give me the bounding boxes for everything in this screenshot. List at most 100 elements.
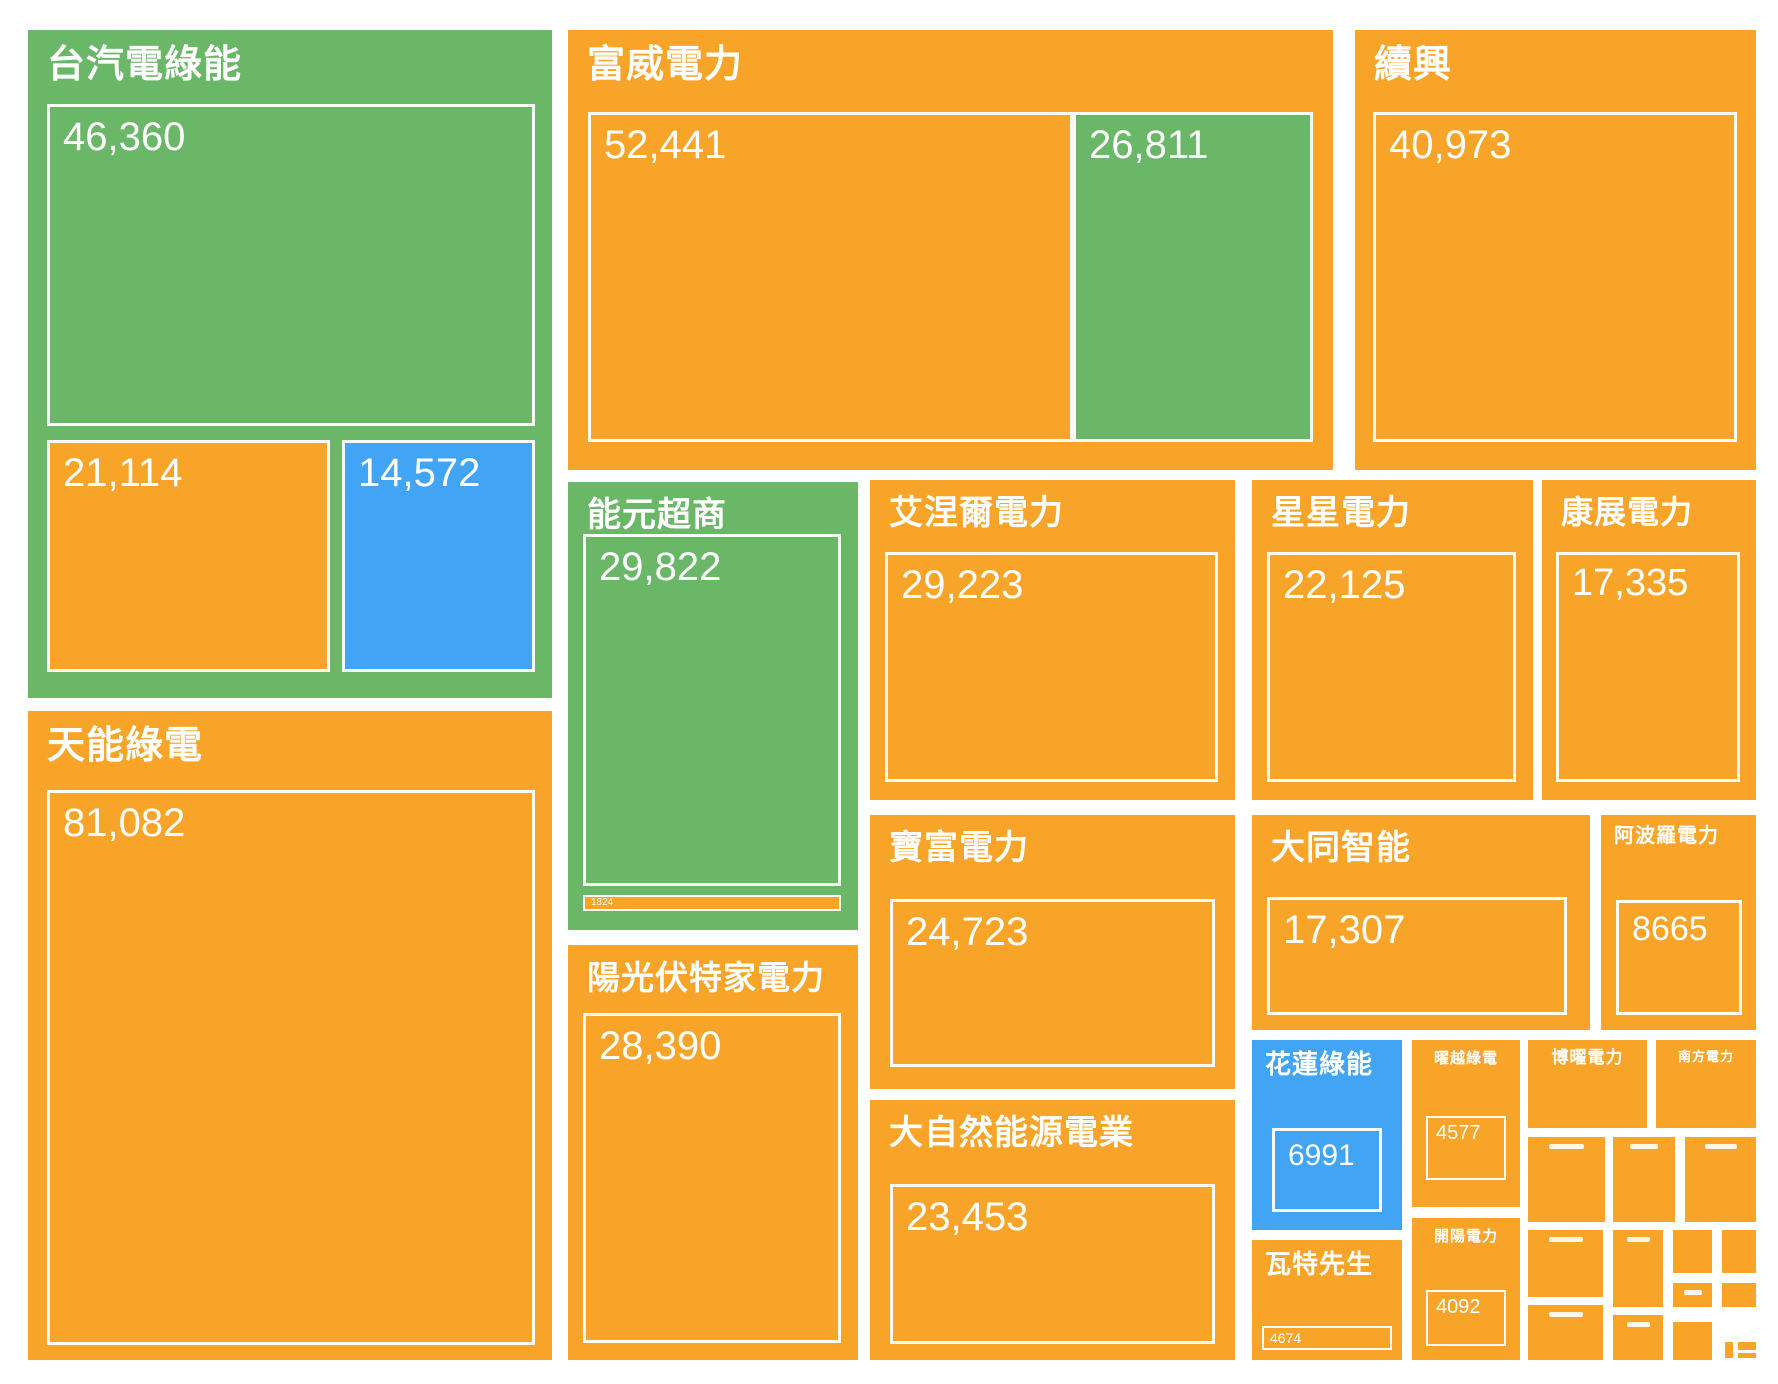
treemap-group[interactable]: 大自然能源電業 23,453 [870, 1100, 1235, 1360]
treemap-group[interactable]: 康展電力 17,335 [1542, 480, 1756, 800]
group-label: 陽光伏特家電力 [587, 959, 825, 996]
cell-value: 8665 [1632, 910, 1708, 948]
treemap-cell[interactable]: 81,082 [47, 790, 535, 1345]
treemap-cell[interactable]: 4674 [1262, 1326, 1392, 1350]
cell-value: 17,335 [1572, 562, 1689, 604]
group-label: 能元超商 [587, 496, 727, 534]
treemap-group[interactable]: 續興 40,973 [1355, 30, 1756, 470]
treemap-cell-small[interactable] [1673, 1283, 1712, 1307]
treemap-group[interactable]: 大同智能 17,307 [1252, 815, 1590, 1030]
cell-value: 6991 [1288, 1139, 1355, 1172]
treemap-cell[interactable]: 26,811 [1073, 112, 1313, 442]
treemap-cell[interactable]: 8665 [1616, 900, 1742, 1015]
cell-value: 4092 [1436, 1296, 1481, 1318]
illegible-label-stub [1548, 1237, 1583, 1242]
treemap-cell-small[interactable] [1613, 1315, 1663, 1360]
group-label: 花蓮綠能 [1265, 1049, 1374, 1079]
treemap-cell-small[interactable] [1738, 1353, 1756, 1358]
treemap-cell-small[interactable] [1613, 1137, 1675, 1222]
treemap-group[interactable]: 南方電力 [1656, 1040, 1756, 1128]
treemap-cell[interactable]: 23,453 [890, 1184, 1215, 1344]
group-label: 艾涅爾電力 [889, 494, 1064, 532]
cell-value: 23,453 [906, 1195, 1029, 1239]
cell-value: 46,360 [63, 115, 186, 159]
group-label: 寶富電力 [889, 829, 1029, 867]
group-label: 阿波羅電力 [1614, 825, 1719, 847]
group-label: 大自然能源電業 [889, 1114, 1134, 1152]
treemap-cell[interactable]: 4092 [1426, 1290, 1506, 1346]
illegible-label-stub [1626, 1237, 1650, 1242]
treemap-cell[interactable]: 29,822 [583, 534, 841, 886]
cell-value: 29,822 [599, 545, 722, 589]
treemap-cell[interactable]: 28,390 [583, 1013, 841, 1343]
illegible-label-stub [1704, 1144, 1737, 1149]
treemap-group[interactable]: 艾涅爾電力 29,223 [870, 480, 1235, 800]
treemap-cell-small[interactable] [1722, 1230, 1756, 1273]
treemap-group[interactable]: 陽光伏特家電力 28,390 [568, 945, 858, 1360]
illegible-label-stub [1549, 1144, 1584, 1149]
cell-value: 28,390 [599, 1024, 722, 1068]
cell-value: 1824 [591, 897, 614, 908]
group-label: 康展電力 [1561, 494, 1694, 530]
treemap-cell-small[interactable] [1725, 1342, 1733, 1358]
treemap-cell-small[interactable] [1528, 1305, 1603, 1360]
illegible-label-stub [1683, 1290, 1702, 1295]
treemap-cell[interactable]: 22,125 [1267, 552, 1516, 782]
group-label: 博曜電力 [1551, 1048, 1624, 1067]
treemap-group[interactable]: 曜越綠電 4577 [1412, 1040, 1520, 1207]
cell-value: 52,441 [604, 123, 727, 167]
treemap-group[interactable]: 星星電力 22,125 [1252, 480, 1533, 800]
cell-value: 4674 [1270, 1330, 1302, 1346]
treemap-cell-small[interactable] [1528, 1230, 1603, 1297]
treemap-cell[interactable]: 6991 [1272, 1128, 1382, 1212]
group-label: 大同智能 [1271, 829, 1411, 867]
cell-value: 4577 [1436, 1122, 1481, 1144]
treemap-group[interactable]: 天能綠電 81,082 [28, 711, 552, 1360]
cell-value: 81,082 [63, 801, 186, 845]
group-label: 天能綠電 [47, 725, 204, 767]
treemap-cell[interactable]: 17,335 [1556, 552, 1740, 782]
treemap-cell[interactable]: 29,223 [885, 552, 1218, 782]
illegible-label-stub [1548, 1312, 1583, 1317]
treemap-group[interactable]: 富威電力 52,441 26,811 [568, 30, 1333, 470]
treemap-cell-small[interactable] [1613, 1230, 1663, 1307]
group-label: 曜越綠電 [1433, 1050, 1498, 1067]
treemap-group[interactable]: 博曜電力 [1528, 1040, 1647, 1128]
treemap-group[interactable]: 花蓮綠能 6991 [1252, 1040, 1402, 1230]
treemap-group[interactable]: 能元超商 29,822 1824 [568, 482, 858, 930]
treemap-cell-small[interactable] [1528, 1137, 1605, 1222]
treemap-group[interactable]: 阿波羅電力 8665 [1601, 815, 1756, 1030]
cell-value: 21,114 [63, 451, 183, 495]
treemap-group[interactable]: 台汽電綠能 46,360 21,114 14,572 [28, 30, 552, 698]
treemap-cell[interactable]: 4577 [1426, 1116, 1506, 1180]
group-label: 南方電力 [1677, 1049, 1734, 1064]
treemap-group[interactable]: 開陽電力 4092 [1412, 1218, 1520, 1360]
treemap-cell-small[interactable] [1685, 1137, 1756, 1222]
treemap-group[interactable]: 瓦特先生 4674 [1252, 1240, 1402, 1360]
group-label: 富威電力 [587, 44, 744, 86]
group-label: 星星電力 [1271, 494, 1411, 532]
group-label: 續興 [1374, 44, 1453, 86]
treemap-cell-small[interactable] [1722, 1283, 1756, 1307]
cell-value: 24,723 [906, 910, 1029, 954]
cell-value: 22,125 [1283, 563, 1406, 607]
treemap-cell[interactable]: 1824 [583, 895, 841, 911]
cell-value: 17,307 [1283, 908, 1406, 952]
cell-value: 26,811 [1089, 123, 1209, 167]
group-label: 開陽電力 [1433, 1228, 1498, 1245]
treemap-cell[interactable]: 46,360 [47, 104, 535, 426]
treemap-cell[interactable]: 17,307 [1267, 897, 1567, 1015]
group-label: 瓦特先生 [1265, 1249, 1374, 1279]
treemap-cell[interactable]: 24,723 [890, 899, 1215, 1067]
treemap-cell-small[interactable] [1738, 1342, 1756, 1350]
treemap-cell[interactable]: 14,572 [342, 440, 535, 672]
treemap-cell[interactable]: 40,973 [1373, 112, 1737, 442]
treemap-cell[interactable]: 21,114 [47, 440, 330, 672]
cell-value: 29,223 [901, 563, 1024, 607]
treemap-cell-small[interactable] [1673, 1230, 1712, 1273]
treemap-cell[interactable]: 52,441 [588, 112, 1073, 442]
cell-value: 40,973 [1389, 123, 1512, 167]
treemap-cell-small[interactable] [1673, 1322, 1712, 1360]
treemap-group[interactable]: 寶富電力 24,723 [870, 815, 1235, 1089]
